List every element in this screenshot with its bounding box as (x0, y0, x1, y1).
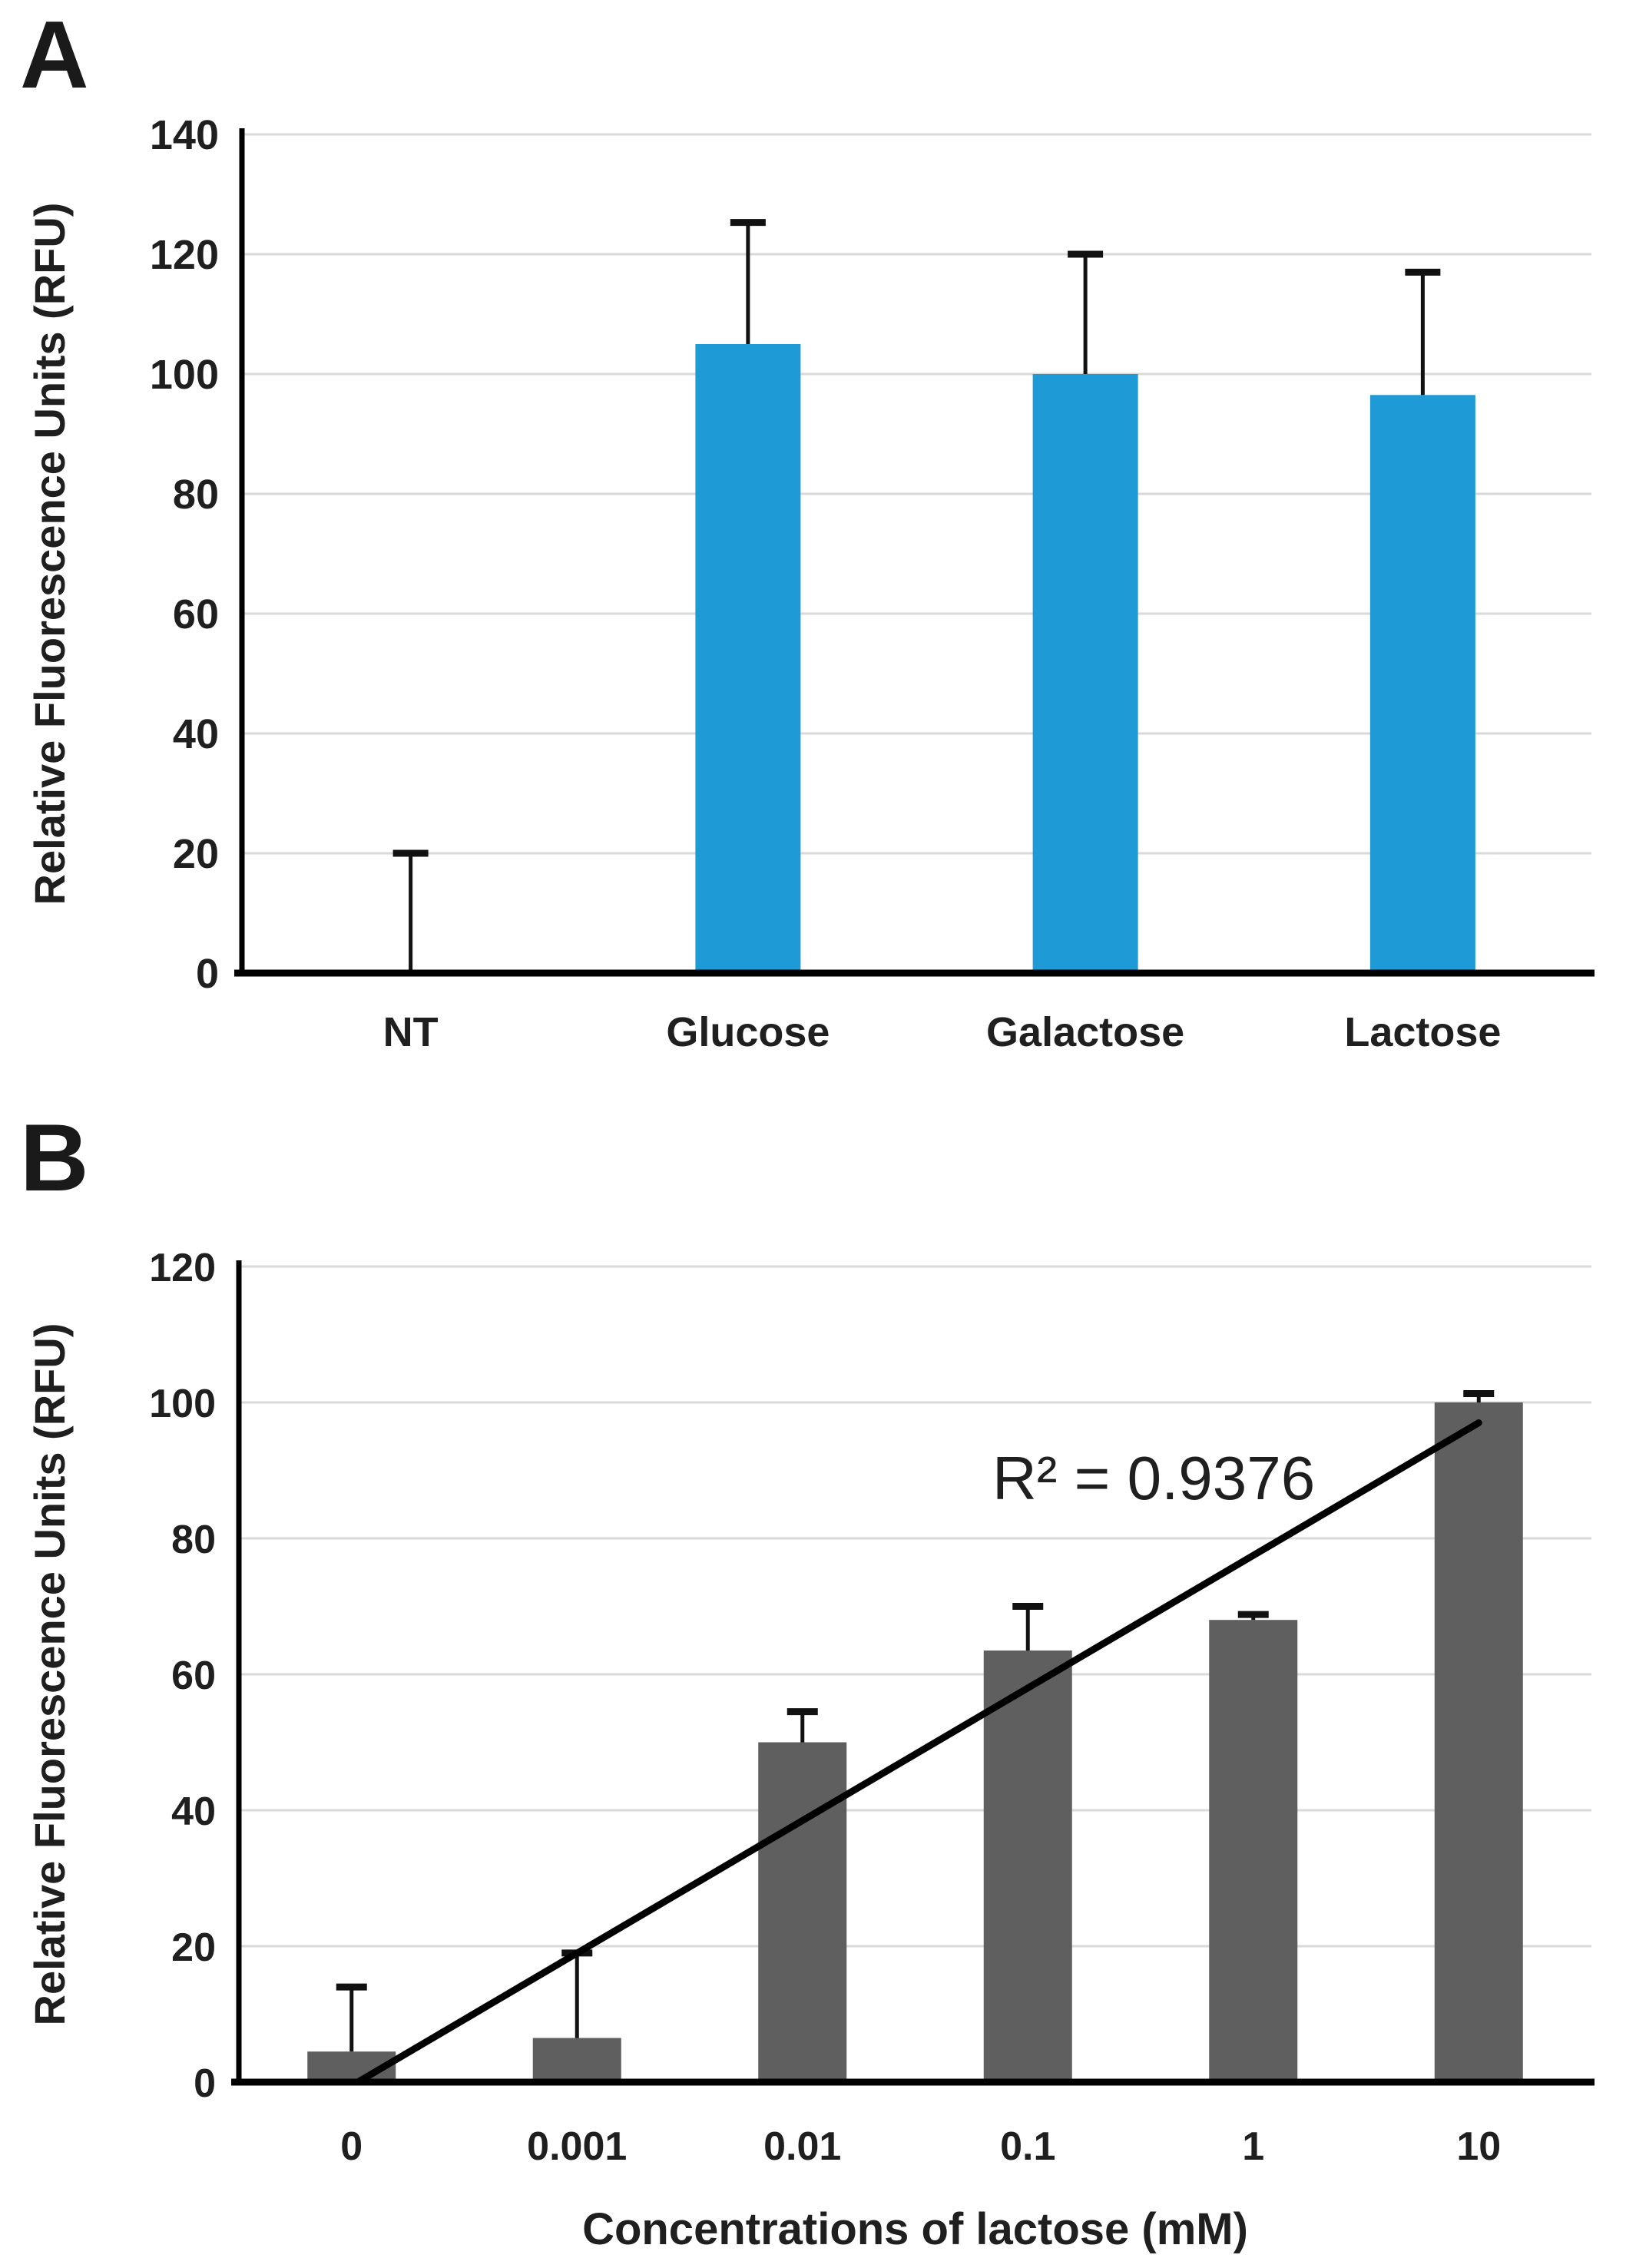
panel-a-bar-glucose (695, 344, 801, 973)
panel-a-letter: A (20, 2, 89, 108)
panel-b-ytick-label-20: 20 (171, 1925, 216, 1970)
panel-a-ytick-label-60: 60 (173, 591, 219, 637)
panel-a-y-axis-title: Relative Fluorescence Units (RFU) (25, 203, 74, 906)
panel-b-category-label-0: 0 (340, 2124, 363, 2169)
panel-a-ytick-label-140: 140 (150, 112, 219, 158)
panel-b-category-label-1: 1 (1242, 2124, 1264, 2169)
panel-b-bar-0-1 (983, 1651, 1072, 2082)
panel-b-category-label-0-01: 0.01 (763, 2124, 841, 2169)
panel-a-ytick-label-100: 100 (150, 352, 219, 398)
panel-b-letter: B (20, 1105, 89, 1211)
panel-b-bar-0-001 (532, 2038, 621, 2082)
panel-b-ytick-label-80: 80 (171, 1518, 216, 1562)
panel-b-bar-0-01 (758, 1742, 847, 2082)
panel-b-y-axis-title: Relative Fluorescence Units (RFU) (25, 1323, 74, 2026)
panel-a-category-label-galactose: Galactose (986, 1009, 1184, 1055)
panel-b-bar-1 (1209, 1620, 1298, 2082)
panel-b-category-label-0-001: 0.001 (527, 2124, 627, 2169)
panel-a-bar-galactose (1032, 374, 1138, 973)
panel-b-ytick-label-120: 120 (149, 1246, 216, 1290)
panel-a-chart: 140 120 100 80 60 40 20 0 Relative Fluorescence … (25, 112, 1595, 1055)
panel-b-category-label-0-1: 0.1 (1000, 2124, 1055, 2169)
panel-b-ytick-label-40: 40 (171, 1790, 216, 1834)
panel-b-ytick-label-100: 100 (149, 1382, 216, 1426)
panel-a-category-label-nt: NT (383, 1009, 439, 1055)
panel-a-category-label-lactose: Lactose (1344, 1009, 1501, 1055)
panel-a-ytick-label-80: 80 (173, 472, 219, 518)
panel-a-bar-lactose (1369, 395, 1475, 973)
panel-a-ytick-label-40: 40 (173, 711, 219, 757)
panel-b-category-label-10: 10 (1456, 2124, 1501, 2169)
panel-b-r-squared-annotation: R² = 0.9376 (992, 1444, 1315, 1512)
panel-b-ytick-label-0: 0 (194, 2061, 216, 2106)
panel-b-bar-10 (1434, 1402, 1523, 2082)
panel-b-ytick-label-60: 60 (171, 1654, 216, 1698)
panel-b-trendline (354, 1419, 1482, 2086)
panel-b-x-axis-title: Concentrations of lactose (mM) (582, 2204, 1248, 2254)
panel-a-ytick-label-0: 0 (196, 951, 219, 997)
panel-a-ytick-label-120: 120 (150, 232, 219, 278)
panel-a-category-label-glucose: Glucose (666, 1009, 830, 1055)
panel-a-ytick-label-20: 20 (173, 831, 219, 877)
